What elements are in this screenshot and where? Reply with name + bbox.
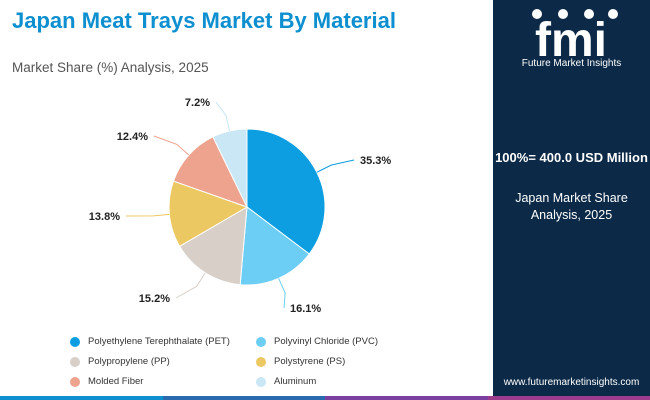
pie-slice-1 (239, 206, 310, 286)
data-label-2: 15.2% (139, 293, 170, 305)
page-title: Japan Meat Trays Market By Material (12, 8, 396, 33)
legend-swatch (70, 356, 80, 367)
leader-line-2 (175, 272, 206, 299)
legend-swatch (256, 336, 266, 347)
legend-item-aluminum: Aluminum (256, 376, 316, 387)
legend-label: Polyvinyl Chloride (PVC) (274, 336, 379, 347)
legend-item-molded-fiber: Molded Fiber (70, 376, 143, 387)
pie-slice-3 (168, 180, 249, 247)
logo-subtitle: Future Market Insights (521, 58, 622, 69)
pie-slice-4 (172, 136, 248, 208)
legend-swatch (70, 376, 80, 387)
data-label-5: 7.2% (185, 97, 210, 109)
leader-line-4 (153, 135, 190, 156)
leader-line-1 (278, 278, 286, 309)
pie-chart: 35.3% 16.1% 15.2% 13.8% 12.4% 7.2% (89, 97, 392, 315)
bottom-bar-segment (325, 396, 488, 400)
legend-item-pp: Polypropylene (PP) (70, 356, 170, 367)
legend-label: Polystyrene (PS) (274, 356, 346, 367)
legend-swatch (70, 336, 80, 347)
bottom-bar-segment (162, 396, 325, 400)
legend-item-pvc: Polyvinyl Chloride (PVC) (256, 336, 378, 347)
legend-label: Polyethylene Terephthalate (PET) (88, 336, 230, 347)
bottom-bar-segment (0, 396, 163, 400)
data-label-1: 16.1% (290, 303, 321, 315)
leader-line-3 (125, 213, 170, 217)
fmi-logo: fmi (532, 9, 618, 67)
market-share-description: Japan Market Share Analysis, 2025 (515, 191, 628, 222)
pie-slice-5 (212, 128, 248, 208)
data-label-0: 35.3% (360, 155, 391, 167)
data-label-4: 12.4% (117, 131, 148, 143)
bottom-bar-segment (487, 396, 650, 400)
total-market-label: 100%= 400.0 USD Million (495, 150, 648, 165)
legend-item-pet: Polyethylene Terephthalate (PET) (70, 336, 230, 347)
legend-swatch (256, 356, 266, 367)
legend-label: Molded Fiber (88, 376, 144, 387)
leader-line-5 (215, 101, 230, 132)
legend-label: Aluminum (274, 376, 317, 387)
logo-text: fmi (535, 14, 607, 67)
page-subtitle: Market Share (%) Analysis, 2025 (12, 60, 209, 75)
legend-swatch (256, 376, 266, 387)
logo-person-icon (608, 9, 618, 19)
leader-line-0 (316, 159, 355, 173)
data-label-3: 13.8% (89, 211, 120, 223)
logo-car-icon (558, 9, 568, 19)
legend-item-ps: Polystyrene (PS) (256, 356, 345, 367)
sidebar-panel: fmi Future Market Insights 100%= 400.0 U… (493, 0, 650, 400)
bottom-accent-bar (0, 396, 650, 400)
logo-globe-icon (532, 9, 542, 19)
legend-label: Polypropylene (PP) (88, 356, 170, 367)
pie-slice-2 (178, 206, 248, 286)
logo-plant-icon (584, 9, 594, 19)
website-link[interactable]: www.futuremarketinsights.com (503, 377, 640, 388)
